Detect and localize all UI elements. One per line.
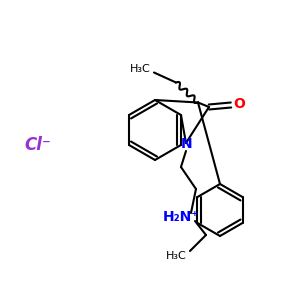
Text: H₃C: H₃C bbox=[130, 64, 150, 74]
Text: Cl⁻: Cl⁻ bbox=[25, 136, 51, 154]
Text: O: O bbox=[233, 97, 245, 111]
Text: N: N bbox=[181, 137, 193, 151]
Text: H₂N⁺: H₂N⁺ bbox=[163, 210, 199, 224]
Text: H₃C: H₃C bbox=[166, 251, 186, 261]
